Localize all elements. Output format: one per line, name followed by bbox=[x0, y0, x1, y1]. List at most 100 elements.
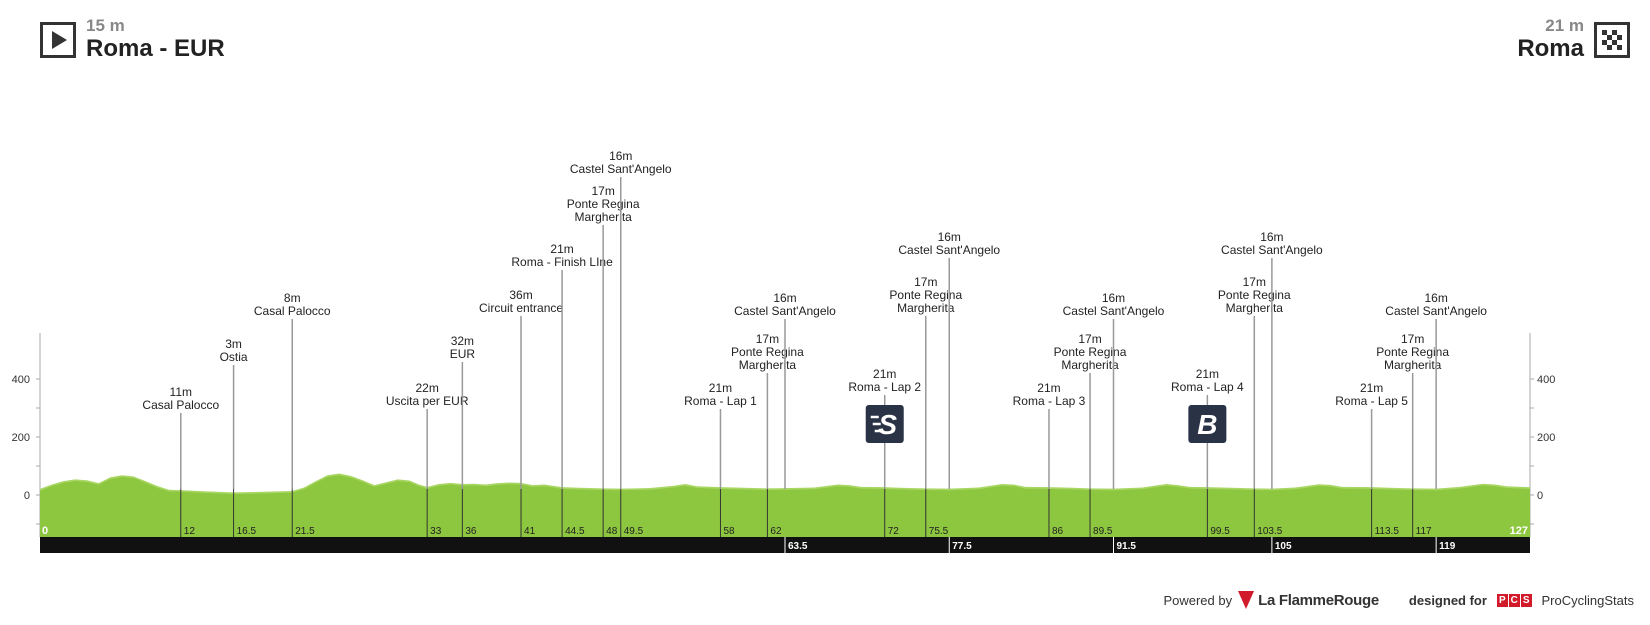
y-tick-label-left: 0 bbox=[24, 490, 30, 502]
la-flamme-rouge-text: La FlammeRouge bbox=[1258, 591, 1379, 609]
waypoint-name: Roma - Lap 2 bbox=[848, 380, 921, 394]
flamme-rouge-icon bbox=[1238, 591, 1255, 609]
waypoint-altitude: 17m bbox=[914, 275, 937, 289]
km-tick-label: 12 bbox=[184, 526, 196, 537]
badge-letter: S bbox=[878, 409, 897, 440]
km-tick-label: 21.5 bbox=[295, 526, 315, 537]
waypoint-name: EUR bbox=[450, 347, 476, 361]
bar-tick-label: 63.5 bbox=[788, 541, 808, 552]
waypoint-altitude: 17m bbox=[591, 184, 614, 198]
waypoint-altitude: 16m bbox=[773, 291, 796, 305]
waypoint-name: Ponte Regina bbox=[1376, 345, 1449, 359]
waypoint-name: Margherita bbox=[574, 210, 632, 224]
footer: Powered by La FlammeRouge designed for P… bbox=[1163, 591, 1634, 609]
waypoint-name: Castel Sant'Angelo bbox=[898, 243, 1000, 257]
km-tick-label: 75.5 bbox=[929, 526, 949, 537]
waypoint-name: Margherita bbox=[1384, 358, 1442, 372]
waypoint-altitude: 17m bbox=[1401, 332, 1424, 346]
waypoint-altitude: 21m bbox=[1360, 381, 1383, 395]
waypoint-name: Margherita bbox=[1226, 301, 1284, 315]
play-icon bbox=[40, 22, 76, 58]
finish-name: Roma bbox=[1517, 35, 1584, 62]
waypoint-name: Roma - Finish LIne bbox=[511, 255, 613, 269]
km-tick-label: 86 bbox=[1052, 526, 1064, 537]
bar-tick-label: 91.5 bbox=[1117, 541, 1137, 552]
sprint-badge-icon bbox=[865, 405, 904, 443]
waypoint-altitude: 36m bbox=[509, 288, 532, 302]
waypoint-altitude: 17m bbox=[1243, 275, 1266, 289]
waypoint-name: Casal Palocco bbox=[254, 304, 331, 318]
waypoint-altitude: 21m bbox=[550, 242, 573, 256]
bar-tick-label: 105 bbox=[1275, 541, 1292, 552]
km-tick-label: 117 bbox=[1416, 526, 1432, 537]
start-header: 15 m Roma - EUR bbox=[40, 16, 225, 62]
bar-tick-label: 119 bbox=[1439, 541, 1456, 552]
waypoint-name: Ponte Regina bbox=[731, 345, 804, 359]
waypoint-altitude: 21m bbox=[709, 381, 732, 395]
y-tick-label-left: 400 bbox=[12, 374, 30, 386]
waypoint-altitude: 11m bbox=[170, 385, 192, 399]
waypoint-name: Ostia bbox=[220, 350, 248, 364]
pcs-letter-s: S bbox=[1520, 593, 1532, 607]
checkered-flag-icon bbox=[1594, 22, 1630, 58]
km-tick-label: 103.5 bbox=[1257, 526, 1282, 537]
waypoint-name: Ponte Regina bbox=[1218, 288, 1291, 302]
waypoint-name: Roma - Lap 5 bbox=[1335, 394, 1408, 408]
km-tick-label: 33 bbox=[430, 526, 442, 537]
designed-for-text: designed for bbox=[1408, 592, 1487, 608]
pcs-letter-p: P bbox=[1496, 593, 1508, 607]
la-flamme-rouge-logo[interactable]: La FlammeRouge bbox=[1238, 591, 1379, 609]
y-tick-label-right: 400 bbox=[1537, 374, 1555, 386]
waypoint-altitude: 21m bbox=[1037, 381, 1060, 395]
waypoint-altitude: 16m bbox=[1260, 230, 1283, 244]
y-tick-label-right: 200 bbox=[1537, 432, 1555, 444]
km-tick-label: 72 bbox=[888, 526, 900, 537]
waypoint-name: Roma - Lap 1 bbox=[684, 394, 757, 408]
waypoint-name: Castel Sant'Angelo bbox=[1063, 304, 1165, 318]
km-tick-label: 89.5 bbox=[1093, 526, 1113, 537]
waypoint-altitude: 17m bbox=[1078, 332, 1101, 346]
waypoint-altitude: 8m bbox=[284, 291, 301, 305]
waypoint-altitude: 16m bbox=[1424, 291, 1447, 305]
x-end-label: 127 bbox=[1510, 525, 1528, 537]
waypoint-name: Uscita per EUR bbox=[386, 394, 469, 408]
bar-tick-label: 77.5 bbox=[952, 541, 972, 552]
waypoint-name: Castel Sant'Angelo bbox=[570, 162, 672, 176]
waypoint-altitude: 21m bbox=[873, 367, 896, 381]
waypoint-name: Margherita bbox=[739, 358, 797, 372]
bonus-badge-icon bbox=[1188, 405, 1227, 443]
waypoint-name: Casal Palocco bbox=[142, 398, 219, 412]
waypoint-name: Ponte Regina bbox=[1054, 345, 1127, 359]
powered-by-text: Powered by bbox=[1163, 592, 1233, 608]
waypoint-name: Castel Sant'Angelo bbox=[1385, 304, 1487, 318]
waypoint-name: Circuit entrance bbox=[479, 301, 563, 315]
badge-letter: B bbox=[1197, 409, 1217, 440]
waypoint-name: Ponte Regina bbox=[567, 197, 640, 211]
km-tick-label: 58 bbox=[723, 526, 735, 537]
waypoint-name: Roma - Lap 3 bbox=[1013, 394, 1086, 408]
waypoint-name: Castel Sant'Angelo bbox=[734, 304, 836, 318]
km-tick-label: 62 bbox=[770, 526, 782, 537]
pcs-letter-c: C bbox=[1508, 593, 1520, 607]
elevation-area bbox=[40, 475, 1530, 537]
km-tick-label: 99.5 bbox=[1210, 526, 1230, 537]
waypoint-altitude: 16m bbox=[938, 230, 961, 244]
finish-header: 21 m Roma bbox=[1517, 16, 1630, 62]
waypoint-altitude: 32m bbox=[451, 334, 474, 348]
waypoint-altitude: 22m bbox=[415, 381, 438, 395]
procyclingstats-text[interactable]: ProCyclingStats bbox=[1541, 592, 1634, 608]
km-tick-label: 48 bbox=[606, 526, 618, 537]
waypoint-altitude: 16m bbox=[609, 149, 632, 163]
km-tick-label: 49.5 bbox=[624, 526, 644, 537]
waypoint-name: Margherita bbox=[897, 301, 955, 315]
y-tick-label-right: 0 bbox=[1537, 490, 1543, 502]
km-tick-label: 41 bbox=[524, 526, 536, 537]
start-name: Roma - EUR bbox=[86, 35, 225, 62]
waypoint-name: Margherita bbox=[1061, 358, 1119, 372]
waypoint-name: Castel Sant'Angelo bbox=[1221, 243, 1323, 257]
waypoint-name: Roma - Lap 4 bbox=[1171, 380, 1244, 394]
pcs-logo-icon[interactable]: P C S bbox=[1496, 593, 1532, 607]
x-start-label: 0 bbox=[42, 525, 48, 537]
km-tick-label: 44.5 bbox=[565, 526, 585, 537]
